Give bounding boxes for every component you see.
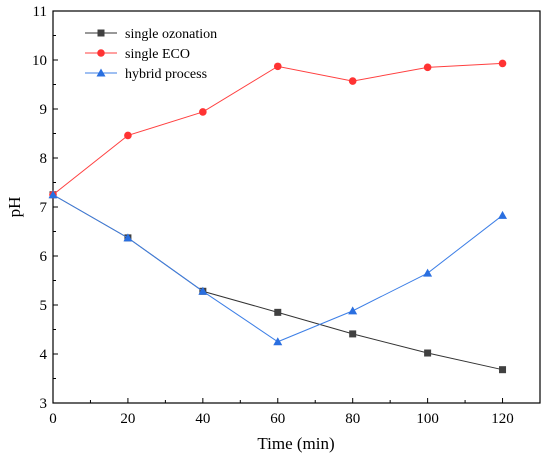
series-2 — [48, 190, 508, 346]
y-tick-label: 6 — [40, 249, 48, 265]
data-point — [274, 308, 282, 316]
x-axis: 0 20 40 60 80 100 120 — [49, 398, 541, 427]
x-tick-label: 60 — [270, 411, 285, 427]
y-tick-label: 9 — [40, 102, 48, 118]
y-tick-label: 10 — [32, 53, 47, 69]
legend: single ozonation single ECO hybrid process — [85, 27, 217, 82]
data-point — [123, 233, 133, 242]
data-point — [424, 349, 432, 357]
data-point — [273, 62, 282, 71]
series-1 — [49, 59, 507, 199]
data-point — [499, 366, 507, 374]
y-tick-label: 8 — [40, 151, 48, 167]
x-tick-label: 20 — [120, 411, 135, 427]
series-layer — [48, 59, 508, 374]
y-tick-label: 5 — [40, 298, 48, 314]
data-point — [348, 306, 358, 315]
series-0 — [49, 191, 507, 374]
legend-label: hybrid process — [125, 67, 207, 82]
data-point — [349, 330, 357, 338]
x-tick-label: 80 — [345, 411, 360, 427]
y-tick-label: 7 — [40, 200, 48, 216]
series-line — [52, 194, 503, 343]
x-tick-label: 0 — [49, 411, 57, 427]
data-point — [124, 131, 132, 140]
y-tick-label: 4 — [40, 347, 48, 363]
data-point — [199, 108, 207, 116]
legend-label: single ECO — [125, 47, 190, 62]
legend-entry: single ECO — [85, 47, 190, 62]
data-point — [498, 210, 508, 219]
y-tick-label: 11 — [33, 4, 47, 20]
legend-label: single ozonation — [125, 27, 217, 42]
data-point — [48, 190, 58, 199]
y-axis: 3 4 5 6 7 8 9 10 11 — [32, 4, 58, 412]
x-tick-label: 40 — [195, 411, 210, 427]
legend-entry: hybrid process — [85, 67, 207, 82]
legend-marker — [97, 29, 105, 37]
y-tick-label: 3 — [40, 396, 48, 412]
x-tick-label: 120 — [491, 411, 514, 427]
legend-entry: single ozonation — [85, 27, 217, 42]
legend-marker — [97, 49, 105, 57]
x-axis-title: Time (min) — [257, 434, 334, 453]
data-point — [348, 77, 357, 85]
data-point — [423, 63, 432, 72]
data-point — [498, 59, 507, 68]
legend-marker — [96, 68, 106, 77]
data-point — [273, 337, 283, 346]
y-axis-title: pH — [5, 197, 24, 218]
x-tick-label: 100 — [416, 411, 439, 427]
series-line — [52, 62, 503, 196]
data-point — [198, 286, 208, 295]
data-point — [423, 268, 433, 277]
